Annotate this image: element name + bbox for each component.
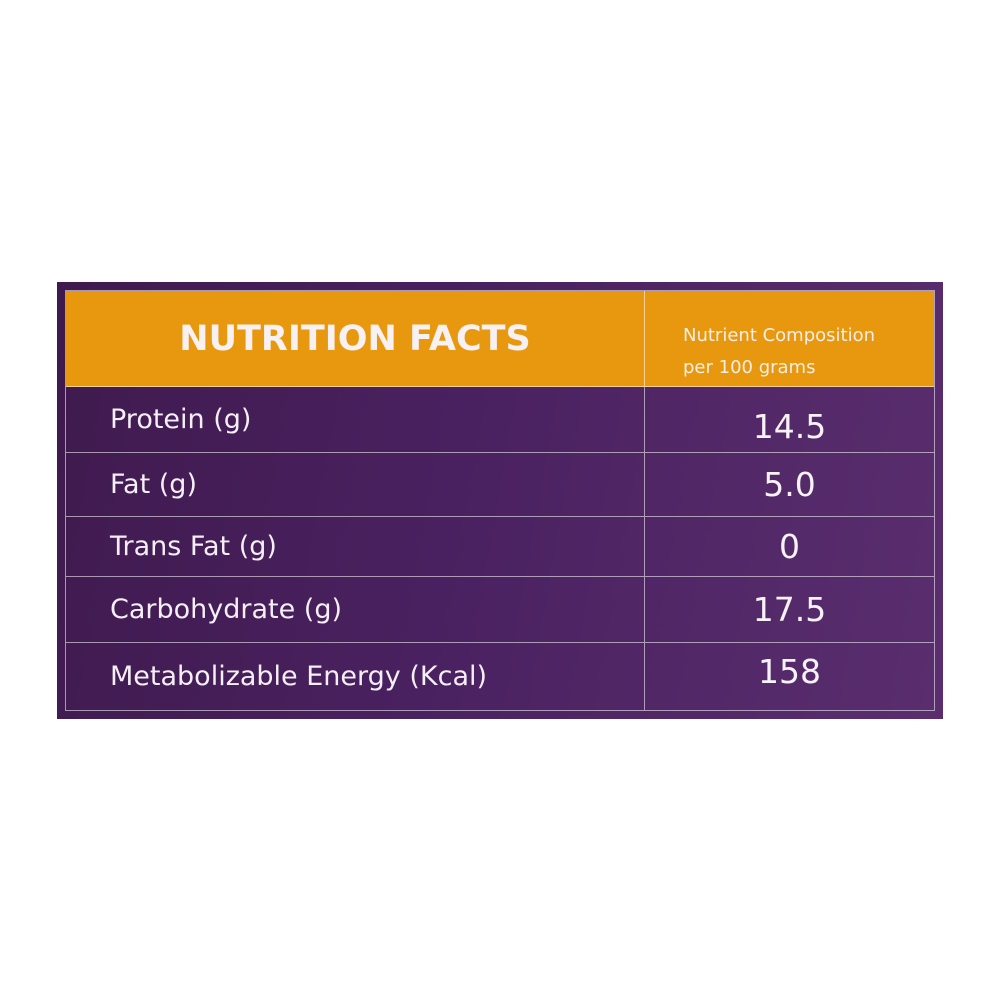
table-row: Fat (g) 5.0 — [66, 453, 934, 517]
composition-heading-line1: Nutrient Composition — [683, 325, 876, 346]
nutrient-value: 17.5 — [644, 577, 934, 642]
table-row: Protein (g) 14.5 — [66, 387, 934, 453]
table-row: Trans Fat (g) 0 — [66, 517, 934, 577]
composition-heading-line2: per 100 grams — [683, 357, 816, 378]
table-header: NUTRITION FACTS Nutrient Composition per… — [66, 291, 934, 387]
nutrient-value: 158 — [644, 643, 934, 710]
table-row: Metabolizable Energy (Kcal) 158 — [66, 643, 934, 710]
nutrition-table: NUTRITION FACTS Nutrient Composition per… — [65, 290, 935, 711]
table-row: Carbohydrate (g) 17.5 — [66, 577, 934, 643]
nutrient-value: 14.5 — [644, 387, 934, 452]
nutrition-label: NUTRITION FACTS Nutrient Composition per… — [57, 282, 943, 719]
nutrient-value: 5.0 — [644, 453, 934, 516]
nutrient-value: 0 — [644, 517, 934, 576]
nutrient-name: Fat (g) — [110, 469, 197, 500]
nutrition-facts-title: NUTRITION FACTS — [179, 318, 531, 359]
nutrient-name: Protein (g) — [110, 404, 252, 435]
table-body: Protein (g) 14.5 Fat (g) 5.0 Trans Fat (… — [66, 387, 934, 710]
composition-heading: Nutrient Composition per 100 grams — [644, 291, 934, 386]
nutrient-name: Metabolizable Energy (Kcal) — [110, 661, 488, 692]
nutrient-name: Carbohydrate (g) — [110, 594, 343, 625]
nutrient-name: Trans Fat (g) — [110, 531, 277, 562]
